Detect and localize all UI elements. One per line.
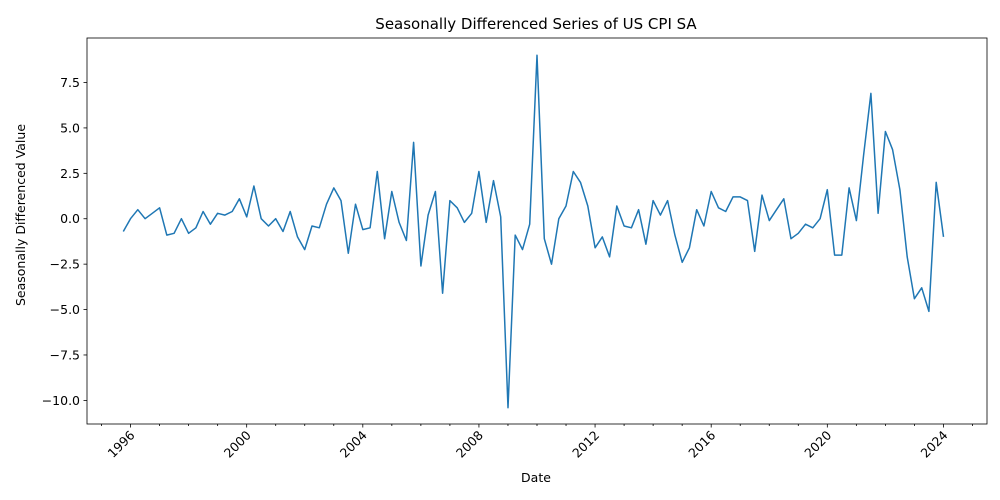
y-tick-label: 7.5 [60,75,80,90]
y-axis-ticks: −10.0 −7.5 −5.0 −2.5 0.0 2.5 5.0 7.5 [42,75,87,408]
x-tick-label: 2024 [918,427,951,460]
x-tick-label: 2008 [453,427,486,460]
y-axis-label: Seasonally Differenced Value [13,124,28,306]
y-tick-label: −2.5 [50,257,80,272]
y-tick-label: −5.0 [50,302,80,317]
chart-title: Seasonally Differenced Series of US CPI … [375,15,697,33]
x-tick-label: 2016 [685,427,718,460]
series-line [122,54,945,409]
y-tick-label: 2.5 [60,166,80,181]
axes-frame [86,37,988,425]
plot-area [86,37,988,425]
y-tick-label: −7.5 [50,347,80,362]
x-tick-label: 2020 [801,427,834,460]
y-tick-label: 5.0 [60,120,80,135]
y-tick-label: −10.0 [42,393,80,408]
x-tick-label: 2004 [337,427,370,460]
x-tick-label: 2000 [221,427,254,460]
y-tick-label: 0.0 [60,211,80,226]
x-axis-label: Date [521,470,551,485]
x-tick-label: 2012 [569,428,602,461]
x-axis-ticks: 1996 2000 2004 2008 2012 2016 2020 2024 [101,424,973,461]
x-tick-label: 1996 [105,427,138,460]
